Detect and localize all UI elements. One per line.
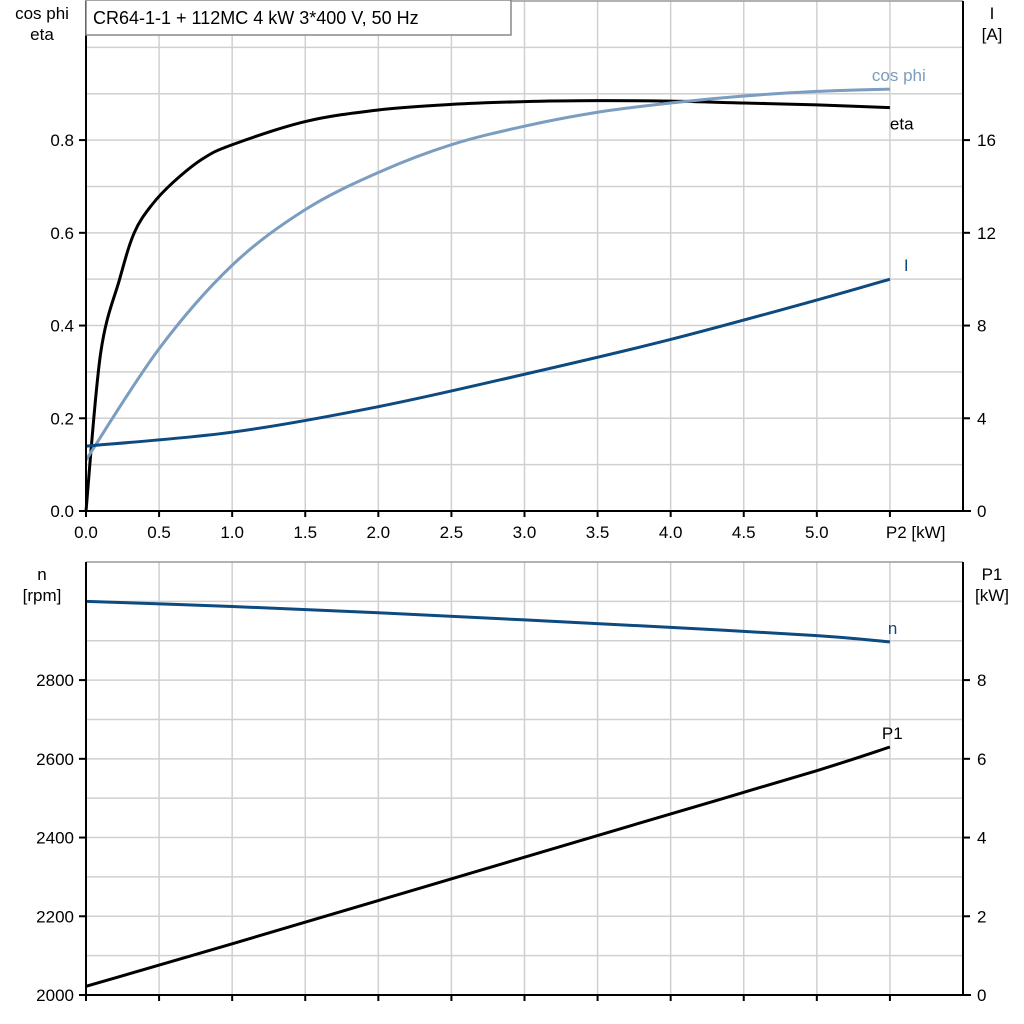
x-tick-label: 2.5 [440, 523, 464, 542]
y-right-axis-label: I [990, 4, 995, 23]
series-label: I [904, 256, 909, 275]
y-right-axis-label: [kW] [975, 586, 1009, 605]
y-right-tick-label: 2 [977, 907, 986, 926]
title-box [85, 0, 512, 36]
x-tick-label: 3.0 [513, 523, 537, 542]
x-tick-label: 5.0 [805, 523, 829, 542]
curve-p1 [85, 745, 891, 988]
y-right-tick-label: 8 [977, 671, 986, 690]
x-tick-label: 1.5 [293, 523, 317, 542]
y-left-axis-label: n [37, 565, 46, 584]
curve-i [85, 277, 891, 448]
y-left-tick-label: 2000 [36, 986, 74, 1005]
y-right-tick-label: 4 [977, 409, 986, 428]
y-left-tick-label: 0.0 [50, 502, 74, 521]
y-right-tick-label: 0 [977, 502, 986, 521]
chart-title: CR64-1-1 + 112MC 4 kW 3*400 V, 50 Hz [93, 8, 419, 28]
y-left-tick-label: 2800 [36, 671, 74, 690]
y-left-axis-label: [rpm] [23, 586, 62, 605]
series-label: P1 [882, 724, 903, 743]
series-label: cos phi [872, 66, 926, 85]
series-label: n [888, 619, 897, 638]
y-left-axis-label: eta [30, 25, 54, 44]
y-left-tick-label: 2400 [36, 829, 74, 848]
curve-n [85, 599, 891, 644]
y-right-tick-label: 12 [977, 224, 996, 243]
y-left-tick-label: 0.6 [50, 224, 74, 243]
y-left-tick-label: 0.8 [50, 131, 74, 150]
curve-cos-phi [84, 87, 890, 461]
y-left-axis-label: cos phi [15, 4, 69, 23]
y-right-tick-label: 0 [977, 986, 986, 1005]
x-tick-label: 1.0 [220, 523, 244, 542]
y-right-axis-label: [A] [982, 25, 1003, 44]
y-left-tick-label: 2600 [36, 750, 74, 769]
y-left-tick-label: 0.4 [50, 317, 74, 336]
x-tick-label: 4.5 [732, 523, 756, 542]
series-label: eta [890, 115, 914, 134]
y-right-tick-label: 8 [977, 317, 986, 336]
x-tick-label: 0.5 [147, 523, 171, 542]
x-axis-label: P2 [kW] [886, 523, 946, 542]
y-right-tick-label: 16 [977, 131, 996, 150]
y-left-tick-label: 0.2 [50, 409, 74, 428]
y-right-tick-label: 6 [977, 750, 986, 769]
x-tick-label: 4.0 [659, 523, 683, 542]
x-tick-label: 0.0 [74, 523, 98, 542]
x-tick-label: 3.5 [586, 523, 610, 542]
y-right-axis-label: P1 [982, 565, 1003, 584]
y-left-tick-label: 2200 [36, 907, 74, 926]
y-right-tick-label: 4 [977, 829, 986, 848]
curve-eta [84, 99, 890, 512]
x-tick-label: 2.0 [367, 523, 391, 542]
